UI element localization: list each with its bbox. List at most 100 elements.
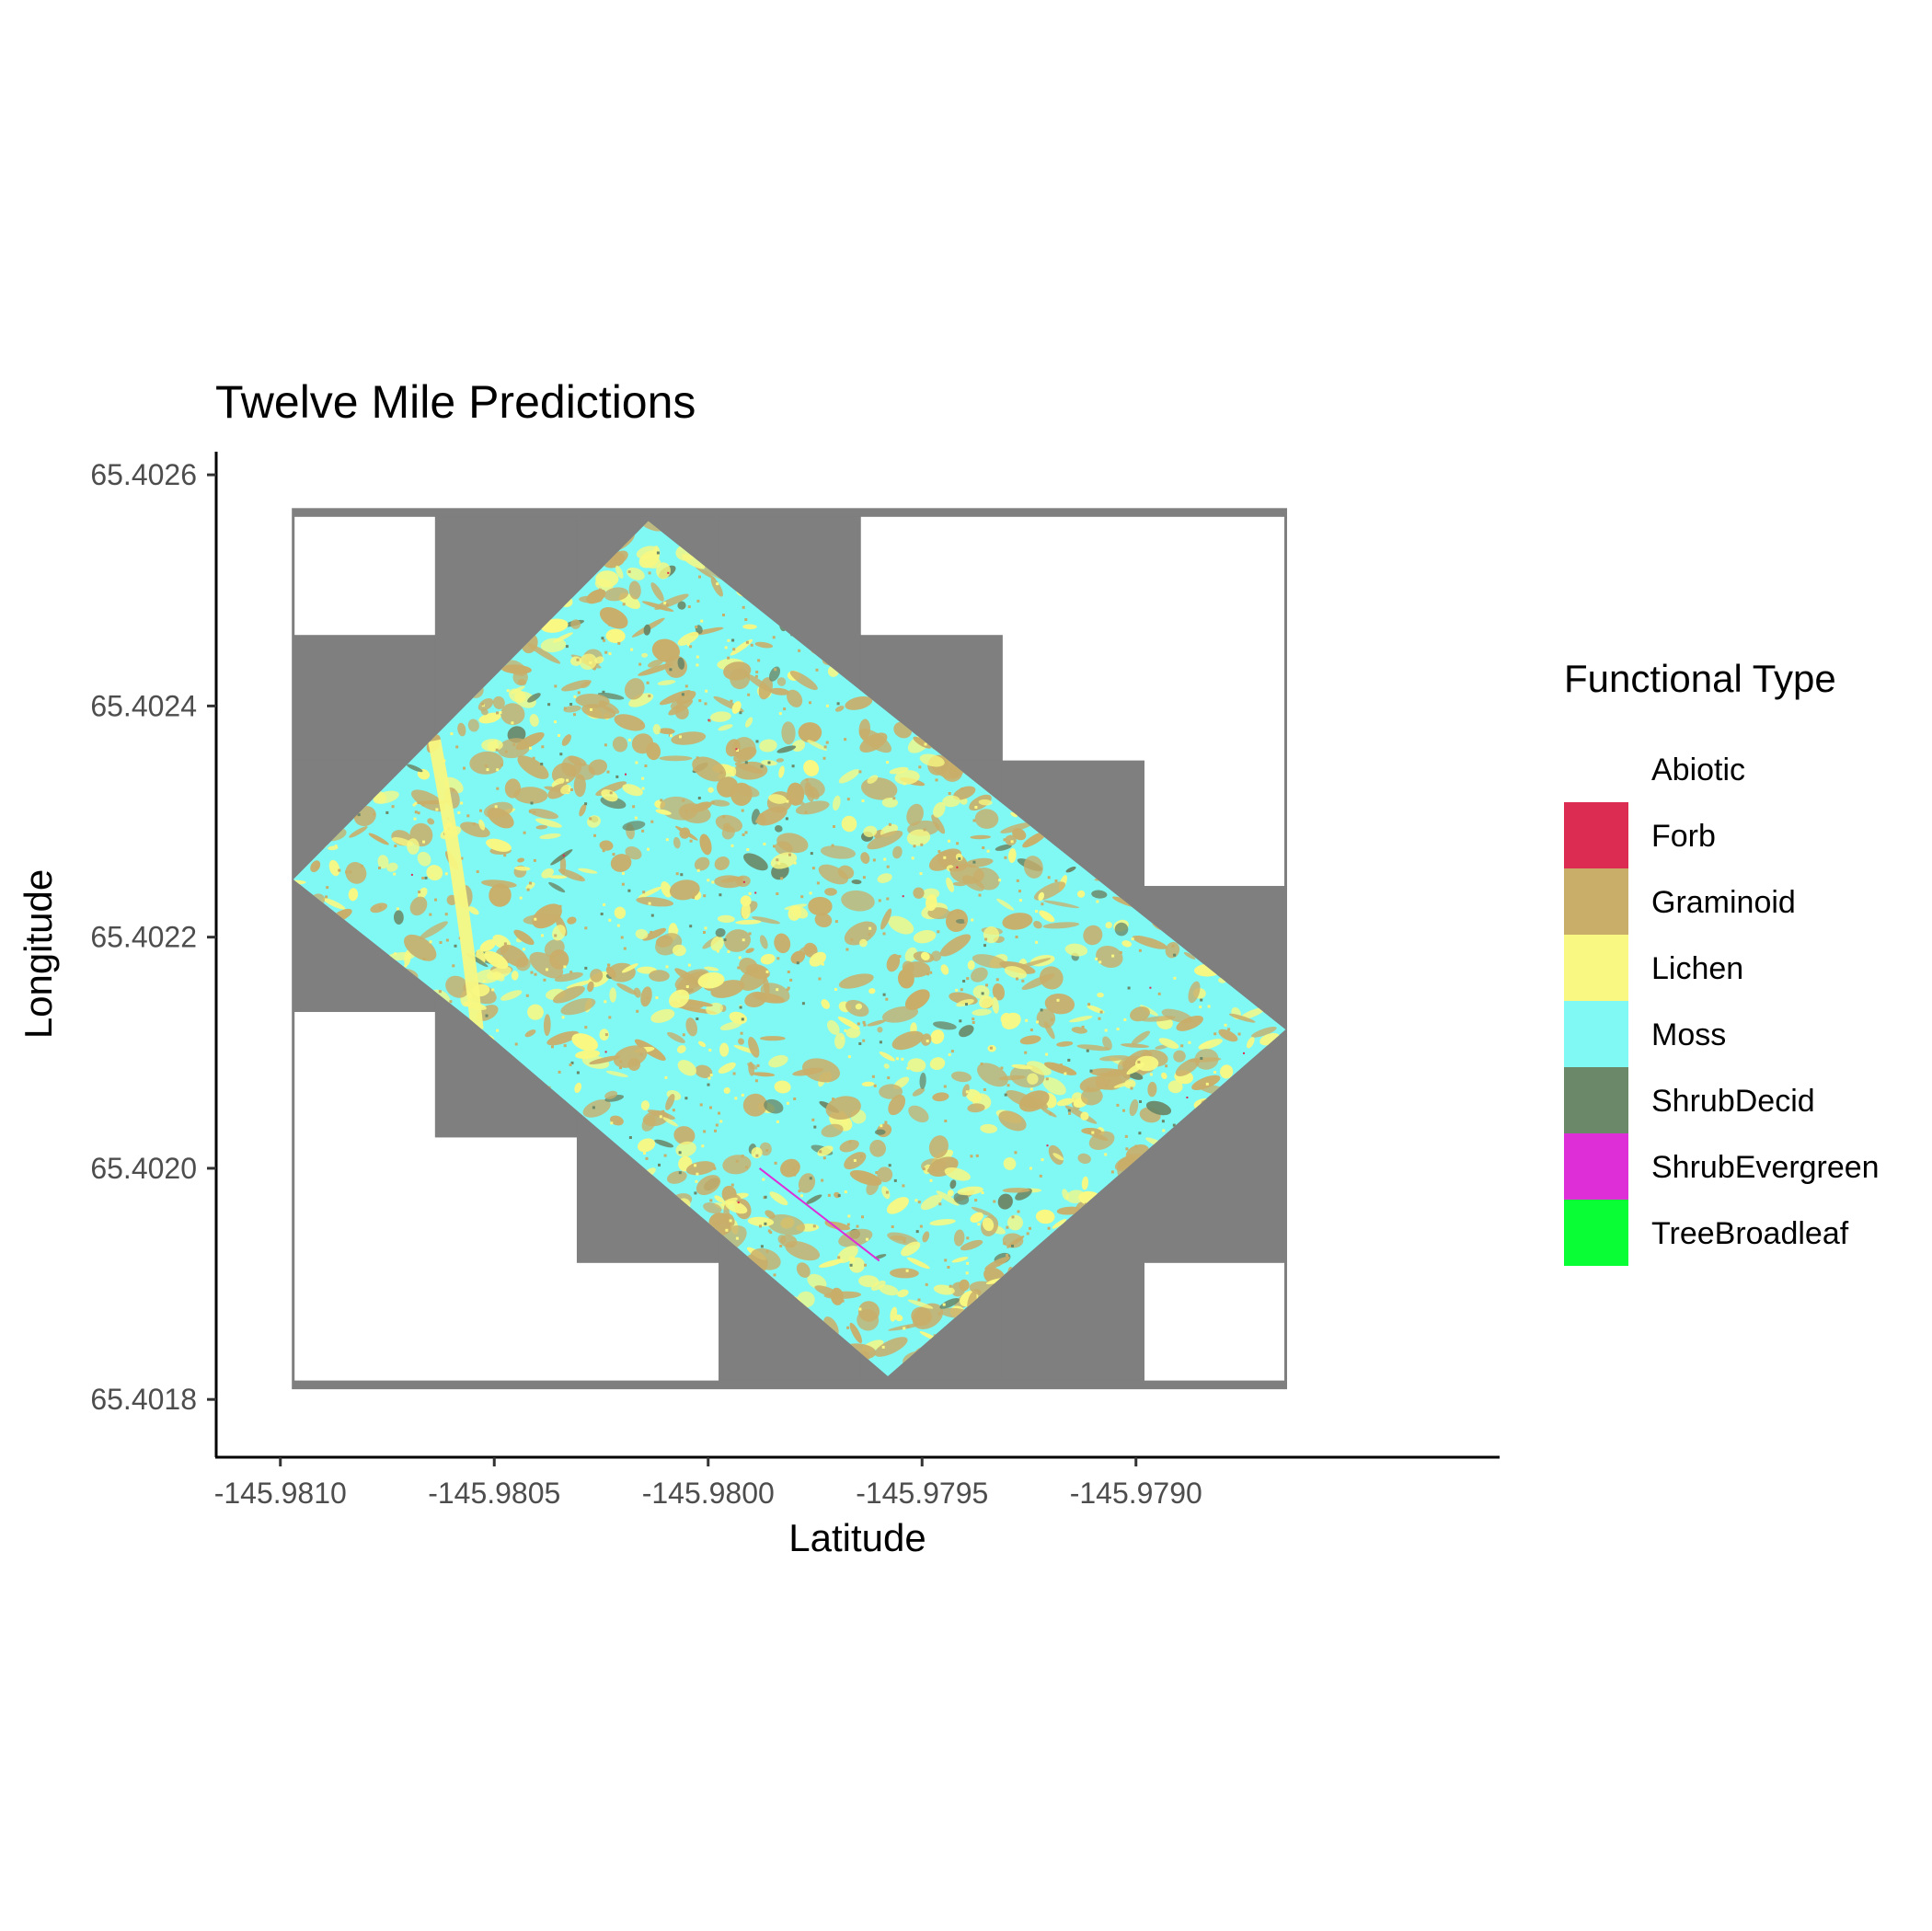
patch-graminoid bbox=[776, 758, 785, 763]
speckle-graminoid bbox=[449, 1000, 453, 1004]
patch-graminoid bbox=[540, 1144, 564, 1157]
speckle-graminoid bbox=[944, 1259, 948, 1262]
speckle-graminoid bbox=[619, 1066, 622, 1070]
speckle-graminoid bbox=[937, 1312, 941, 1316]
patch-graminoid bbox=[733, 746, 757, 764]
speckle-lichen bbox=[730, 844, 734, 847]
patch-lichen bbox=[1235, 756, 1252, 771]
patch-graminoid bbox=[1191, 552, 1205, 562]
patch-lichen bbox=[1073, 649, 1090, 656]
speckle-graminoid bbox=[573, 1259, 577, 1263]
speckle-graminoid bbox=[696, 599, 700, 603]
patch-shrubdecid bbox=[939, 1298, 960, 1309]
patch-graminoid bbox=[1033, 561, 1056, 571]
speckle-graminoid bbox=[368, 565, 372, 569]
patch-lichen bbox=[741, 902, 751, 920]
speckle-graminoid bbox=[790, 1244, 794, 1247]
patch-lichen bbox=[426, 1270, 441, 1277]
speckle-lichen bbox=[748, 891, 752, 895]
patch-graminoid bbox=[539, 1266, 553, 1279]
patch-graminoid bbox=[795, 800, 830, 815]
speckle-lichen bbox=[687, 963, 691, 967]
legend-label: Lichen bbox=[1651, 951, 1743, 986]
patch-lichen bbox=[640, 555, 661, 569]
speckle-forb bbox=[352, 1077, 355, 1080]
patch-lichen bbox=[1175, 738, 1189, 751]
speckle-graminoid bbox=[805, 737, 809, 741]
speckle-graminoid bbox=[584, 1026, 588, 1029]
speckle-shrubdecid bbox=[785, 817, 788, 821]
speckle-lichen bbox=[981, 1191, 984, 1194]
patch-shrubdecid bbox=[607, 1332, 623, 1341]
speckle-shrubdecid bbox=[879, 1040, 882, 1044]
patch-lichen bbox=[517, 1316, 533, 1331]
patch-graminoid bbox=[605, 966, 616, 979]
patch-lichen bbox=[1158, 1038, 1179, 1049]
patch-lichen bbox=[1232, 710, 1245, 721]
speckle-shrubdecid bbox=[1139, 1100, 1142, 1103]
patch-graminoid bbox=[1089, 1068, 1127, 1077]
patch-shrubdecid bbox=[949, 1179, 957, 1190]
patch-graminoid bbox=[1259, 1300, 1269, 1312]
speckle-shrubdecid bbox=[656, 551, 660, 555]
speckle-lichen bbox=[320, 1284, 324, 1288]
speckle-forb bbox=[1222, 542, 1225, 545]
patch-graminoid bbox=[654, 593, 689, 610]
speckle-graminoid bbox=[513, 1328, 517, 1332]
patch-graminoid bbox=[906, 803, 924, 826]
speckle-lichen bbox=[519, 896, 523, 900]
speckle-shrubdecid bbox=[1161, 1120, 1165, 1123]
speckle-graminoid bbox=[773, 1273, 776, 1277]
patch-graminoid bbox=[407, 1315, 427, 1329]
patch-graminoid bbox=[416, 1324, 437, 1345]
patch-lichen bbox=[929, 1057, 946, 1070]
speckle-shrubdecid bbox=[836, 702, 840, 706]
patch-lichen bbox=[539, 833, 561, 840]
speckle-lichen bbox=[315, 1201, 317, 1204]
patch-lichen bbox=[707, 1355, 717, 1367]
patch-lichen bbox=[1062, 1189, 1069, 1201]
speckle-graminoid bbox=[872, 858, 876, 862]
patch-graminoid bbox=[1147, 1081, 1157, 1098]
patch-lichen bbox=[889, 766, 909, 775]
speckle-shrubdecid bbox=[540, 1299, 544, 1303]
patch-graminoid bbox=[1220, 557, 1251, 575]
patch-graminoid bbox=[1036, 1008, 1056, 1029]
patch-shrubdecid bbox=[1146, 785, 1169, 795]
patch-lichen bbox=[389, 1146, 403, 1160]
patch-lichen bbox=[361, 1223, 374, 1240]
patch-graminoid bbox=[748, 1037, 760, 1058]
speckle-lichen bbox=[1096, 900, 1099, 903]
speckle-graminoid bbox=[516, 1365, 519, 1369]
speckle-lichen bbox=[491, 988, 495, 992]
patch-graminoid bbox=[480, 708, 489, 716]
patch-graminoid bbox=[532, 1180, 555, 1198]
speckle-lichen bbox=[529, 746, 532, 750]
speckle-lichen bbox=[924, 554, 927, 557]
patch-lichen bbox=[735, 919, 762, 925]
speckle-graminoid bbox=[592, 1298, 595, 1302]
patch-graminoid bbox=[808, 896, 833, 916]
speckle-graminoid bbox=[1204, 541, 1208, 545]
speckle-graminoid bbox=[689, 645, 693, 649]
patch-graminoid bbox=[305, 560, 340, 569]
patch-lichen bbox=[356, 1151, 378, 1160]
patch-graminoid bbox=[1079, 1076, 1107, 1093]
speckle-graminoid bbox=[787, 986, 790, 990]
legend-title: Functional Type bbox=[1564, 657, 1836, 700]
patch-graminoid bbox=[527, 1273, 549, 1290]
patch-graminoid bbox=[563, 705, 581, 713]
speckle-lichen bbox=[942, 573, 946, 577]
patch-lichen bbox=[1096, 690, 1118, 703]
patch-graminoid bbox=[1006, 1089, 1039, 1109]
speckle-lichen bbox=[355, 1336, 359, 1339]
x-tick-label: -145.9790 bbox=[1070, 1477, 1202, 1510]
speckle-lichen bbox=[541, 934, 544, 937]
patch-lichen bbox=[1227, 568, 1246, 581]
patch-graminoid bbox=[489, 1140, 500, 1149]
patch-graminoid bbox=[1243, 772, 1252, 784]
speckle-graminoid bbox=[301, 1108, 305, 1111]
speckle-shrubdecid bbox=[678, 1151, 682, 1155]
speckle-graminoid bbox=[422, 1232, 426, 1235]
speckle-lichen bbox=[786, 799, 789, 803]
